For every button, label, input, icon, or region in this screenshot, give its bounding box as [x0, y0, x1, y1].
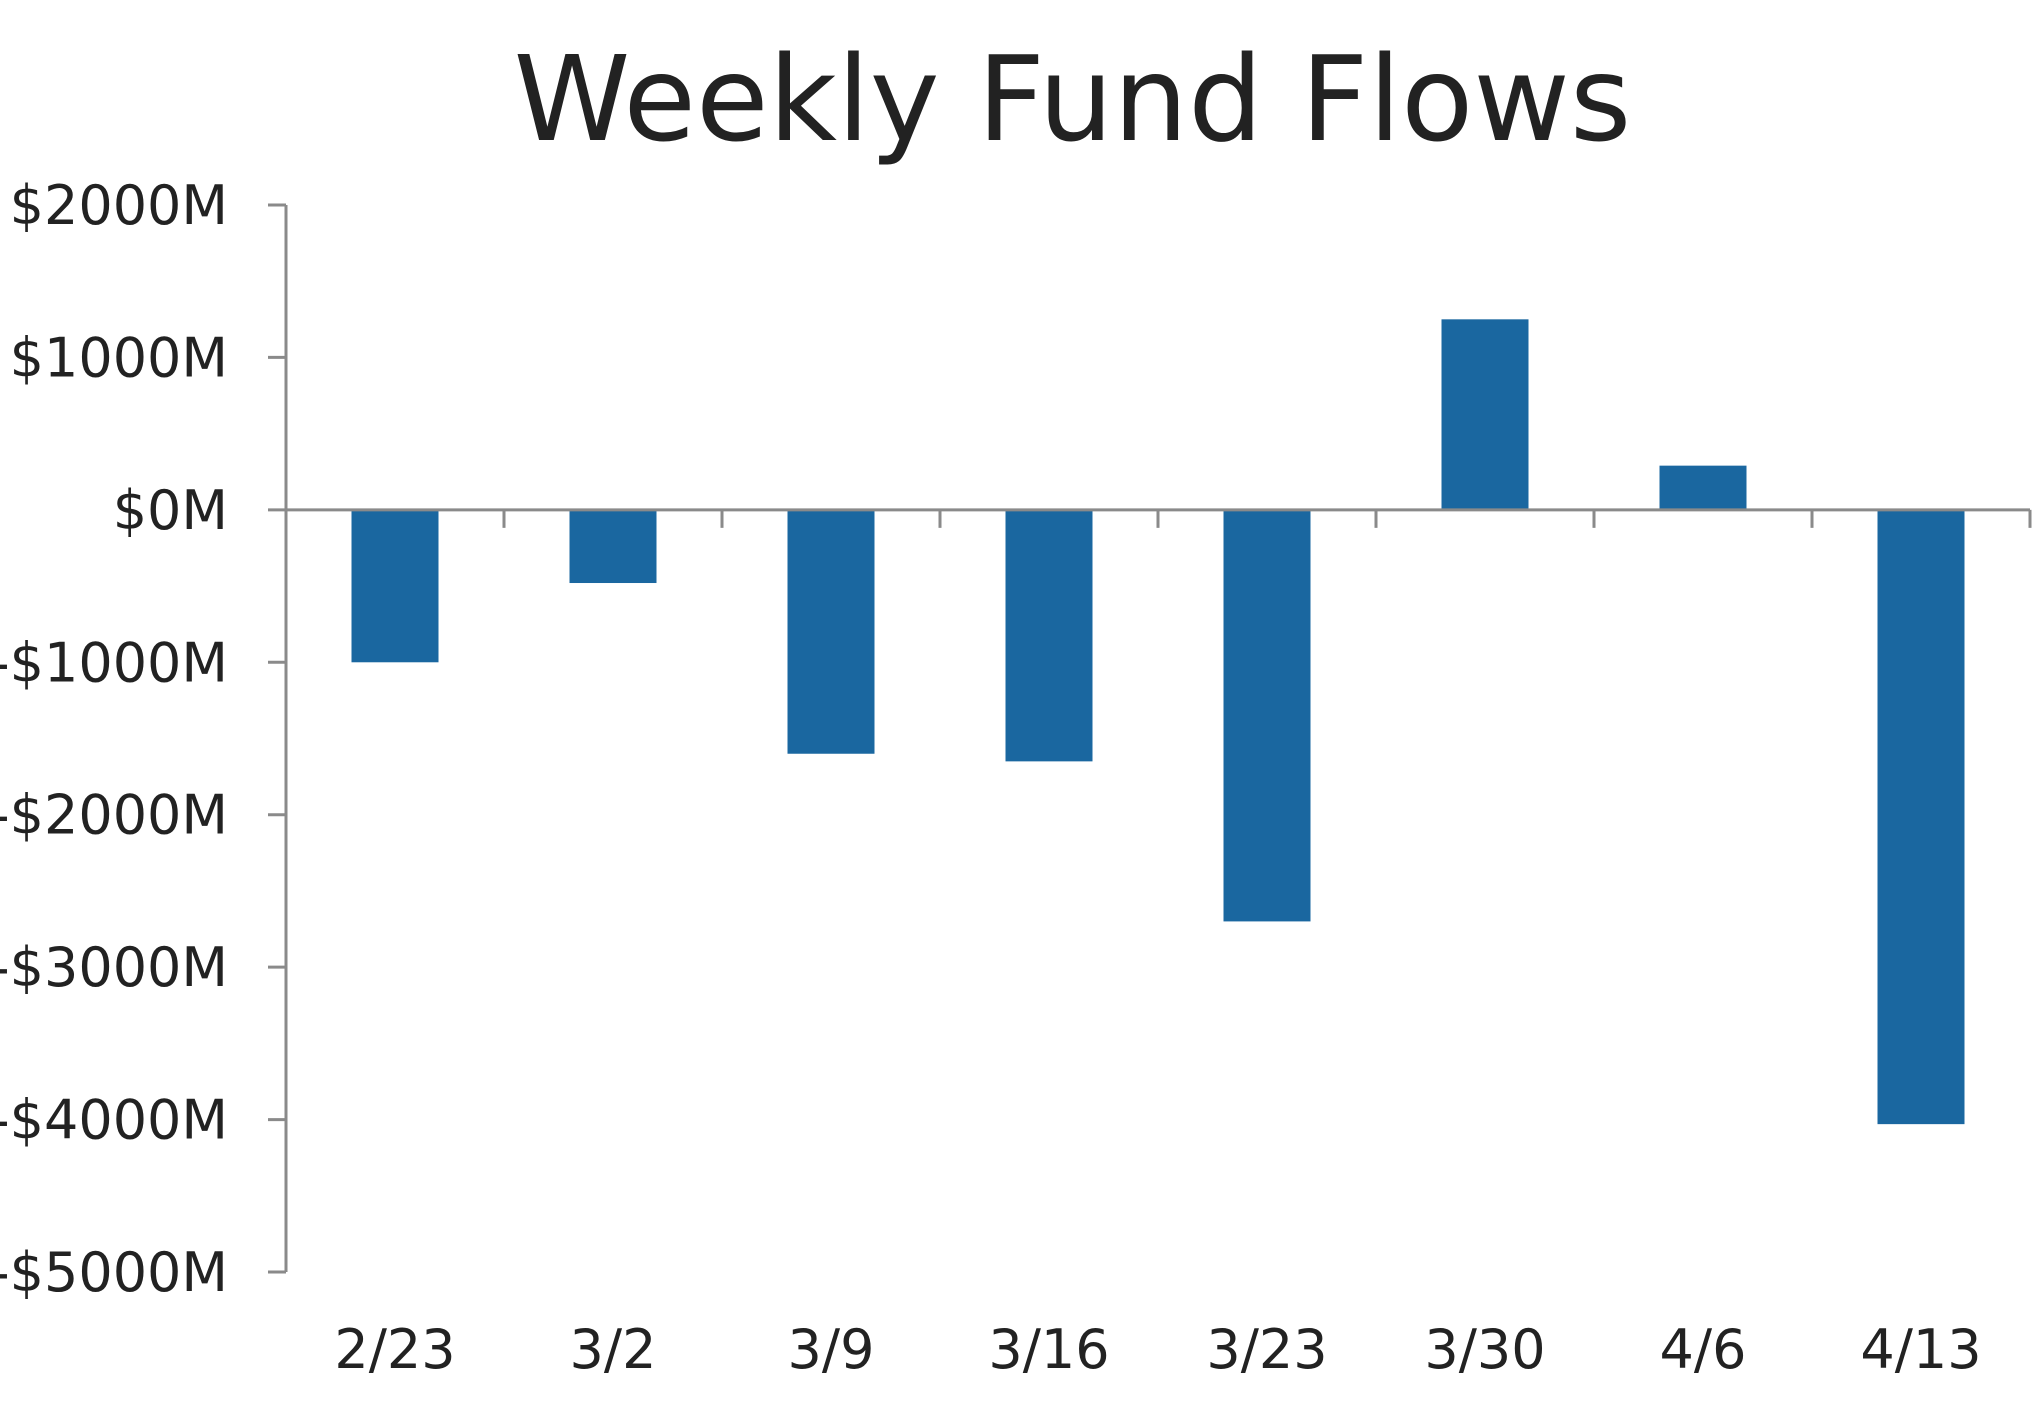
bar-3-23	[1223, 509, 1311, 922]
x-tick-label: 3/23	[1206, 1318, 1327, 1381]
x-tick-label: 4/6	[1660, 1318, 1747, 1381]
bar-4-13	[1877, 509, 1965, 1125]
x-tick-label: 3/30	[1424, 1318, 1545, 1381]
y-tick-label: -$2000M	[0, 784, 228, 847]
y-tick-label: -$3000M	[0, 936, 228, 999]
bar-3-9	[787, 509, 875, 754]
bar-4-6	[1659, 465, 1747, 510]
bar-2-23	[351, 509, 439, 663]
y-tick-labels: $2000M $1000M $0M -$1000M -$2000M -$3000M -$40…	[0, 174, 228, 1304]
chart-title: Weekly Fund Flows	[513, 30, 1632, 168]
bar-3-30	[1441, 319, 1529, 510]
x-tick-labels: 2/23 3/2 3/9 3/16 3/23 3/30 4/6 4/13	[334, 1318, 1981, 1381]
y-tick-label: $0M	[113, 479, 228, 542]
x-tick-label: 3/16	[988, 1318, 1109, 1381]
x-tick-label: 2/23	[334, 1318, 455, 1381]
bar-3-2	[569, 509, 657, 584]
y-tick-label: $1000M	[10, 326, 228, 389]
x-tick-label: 4/13	[1860, 1318, 1981, 1381]
x-tick-label: 3/2	[570, 1318, 657, 1381]
x-tick-label: 3/9	[788, 1318, 875, 1381]
bar-3-16	[1005, 509, 1093, 762]
y-tick-label: -$4000M	[0, 1089, 228, 1152]
y-tick-label: -$1000M	[0, 631, 228, 694]
y-tick-label: $2000M	[10, 174, 228, 237]
y-tick-label: -$5000M	[0, 1241, 228, 1304]
axes-group	[268, 203, 2032, 1274]
bars-group	[351, 319, 1965, 1125]
